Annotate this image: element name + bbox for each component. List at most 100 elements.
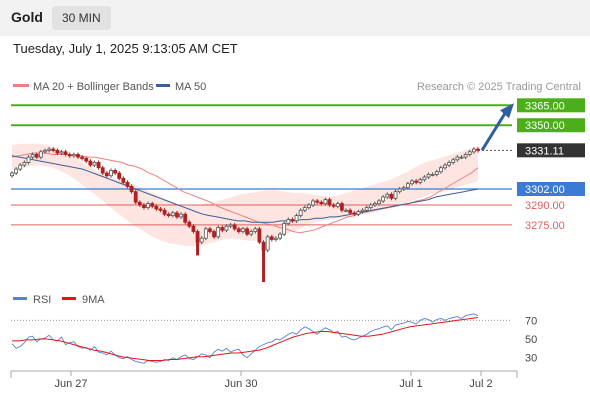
candle-body — [109, 169, 113, 177]
candle-body — [311, 200, 315, 206]
candle-body — [286, 219, 291, 224]
candle-body — [26, 156, 31, 163]
candle-body — [410, 180, 414, 185]
candle-body — [434, 171, 439, 175]
bollinger-band — [12, 143, 478, 247]
candle-body — [405, 183, 410, 189]
candle-body — [84, 158, 89, 162]
candle-body — [451, 159, 456, 163]
candle-body — [290, 219, 295, 222]
candle-body — [80, 156, 85, 159]
candle-body — [88, 160, 93, 166]
candle-body — [241, 228, 245, 232]
ma50-legend-label: MA 50 — [175, 81, 206, 93]
candle-body — [203, 228, 208, 239]
candle-body — [47, 148, 52, 151]
candle-body — [245, 228, 249, 235]
candle-body — [191, 225, 196, 232]
ma50-legend-swatch — [156, 84, 170, 87]
candle-body — [162, 209, 167, 215]
rsi-legend-label: RSI — [33, 294, 51, 306]
ma20-legend-swatch — [13, 84, 29, 87]
candle-body — [307, 204, 311, 208]
rsi-legend-swatch — [13, 297, 27, 300]
candle-body — [129, 185, 134, 193]
candle-body — [137, 201, 142, 206]
candle-body — [59, 151, 64, 154]
candle-body — [158, 208, 163, 211]
candle-body — [274, 237, 278, 240]
candle-body — [196, 242, 200, 256]
candle-body — [183, 213, 188, 223]
candle-body — [422, 176, 427, 181]
x-tick-label: Jun 27 — [54, 378, 87, 390]
header-bar: Gold 30 MIN — [0, 0, 590, 36]
candle-body — [170, 212, 175, 216]
candle-body — [117, 172, 122, 179]
candle-body — [179, 213, 183, 218]
candle-body — [323, 199, 328, 205]
candle-body — [381, 196, 386, 202]
rsi-ma-legend-label: 9MA — [82, 294, 105, 306]
candle-body — [327, 199, 332, 206]
candle-body — [133, 191, 138, 203]
timeframe-badge[interactable]: 30 MIN — [52, 6, 111, 30]
candle-body — [262, 250, 266, 282]
candle-body — [154, 205, 159, 210]
candle-body — [340, 203, 344, 211]
candle-body — [389, 193, 394, 199]
level-label: 3331.11 — [525, 145, 564, 157]
rsi-tick-30: 30 — [525, 353, 537, 365]
candle-body — [331, 204, 336, 207]
candle-body — [373, 203, 377, 206]
candle-body — [96, 162, 101, 169]
candle-body — [38, 151, 43, 158]
level-labels: 3365.00 3350.00 3331.11 3302.00 3290.00 3275.… — [517, 98, 585, 232]
candle-body — [385, 193, 390, 198]
ma20-legend-label: MA 20 + Bollinger Bands — [33, 81, 154, 93]
candle-body — [265, 236, 270, 251]
candle-body — [467, 151, 472, 155]
price-panel — [11, 104, 512, 247]
candle-body — [364, 207, 369, 211]
candle-body — [18, 164, 23, 170]
candle-body — [187, 221, 192, 227]
candle-body — [298, 209, 303, 216]
rsi-ma-line — [12, 317, 479, 361]
candle-body — [335, 203, 340, 207]
candle-body — [302, 207, 307, 211]
candle-body — [34, 154, 39, 158]
candle-body — [92, 162, 97, 166]
candle-body — [282, 223, 287, 235]
candle-body — [368, 204, 373, 208]
candle-body — [430, 173, 435, 176]
candle-body — [401, 187, 406, 190]
candle-body — [447, 162, 452, 166]
candle-body — [100, 167, 105, 174]
candle-body — [360, 209, 365, 212]
candles-group — [10, 103, 514, 282]
candle-body — [459, 156, 464, 159]
candle-body — [471, 148, 476, 153]
candle-body — [278, 233, 282, 239]
candle-body — [212, 231, 216, 238]
candle-body — [418, 179, 423, 183]
candle-body — [455, 156, 460, 161]
candle-body — [344, 209, 348, 212]
level-label: 3275.00 — [525, 220, 565, 232]
candle-body — [175, 212, 179, 218]
forecast-arrow-head — [500, 103, 514, 119]
candle-body — [393, 191, 398, 199]
candle-body — [55, 150, 60, 154]
candle-body — [43, 150, 47, 153]
level-label-bg — [517, 143, 585, 158]
rsi-tick-70: 70 — [525, 315, 537, 327]
candle-body — [10, 172, 14, 177]
candle-body — [150, 203, 155, 207]
forecast-arrow — [480, 112, 507, 152]
candle-body — [426, 173, 431, 178]
candle-body — [319, 201, 324, 205]
rsi-panel: 70 50 30 — [11, 313, 537, 365]
candle-body — [414, 180, 419, 183]
